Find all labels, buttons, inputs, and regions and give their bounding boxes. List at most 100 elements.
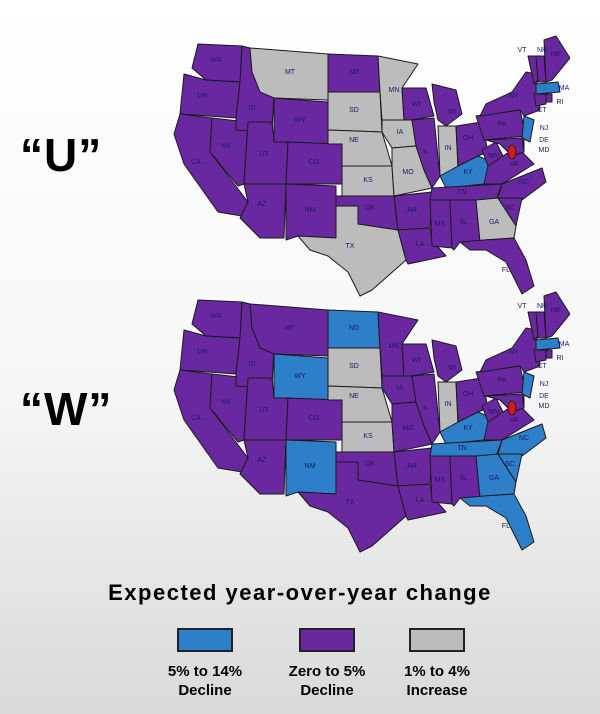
state-label-ok: OK: [365, 461, 375, 468]
state-label-wv: WV: [488, 153, 500, 160]
state-label-tn: TN: [457, 445, 466, 452]
state-label-sd: SD: [349, 107, 359, 114]
state-label-ma: MA: [559, 341, 570, 348]
state-label-al: AL: [460, 219, 469, 226]
state-label-nh: NH: [537, 47, 547, 54]
legend-swatch-gray: [409, 628, 465, 652]
state-label-md: MD: [539, 147, 550, 154]
state-label-or: OR: [197, 349, 208, 356]
state-label-mo: MO: [402, 169, 414, 176]
state-label-nh: NH: [537, 303, 547, 310]
state-label-tx: TX: [346, 499, 355, 506]
state-label-il: IL: [423, 405, 429, 412]
state-label-ms: MS: [435, 477, 446, 484]
state-label-va: VA: [510, 417, 519, 424]
state-label-ny: NY: [509, 349, 519, 356]
state-label-sd: SD: [349, 363, 359, 370]
state-nc: [497, 423, 547, 457]
state-label-mt: MT: [285, 69, 296, 76]
state-label-de: DE: [539, 393, 549, 400]
state-label-oh: OH: [463, 391, 474, 398]
state-sc: [497, 197, 523, 227]
state-la: [397, 227, 447, 265]
state-label-ny: NY: [509, 93, 519, 100]
state-label-de: DE: [539, 137, 549, 144]
legend-label-line1: 1% to 4%: [404, 663, 470, 680]
state-az: [239, 183, 287, 239]
state-label-fl: FL: [502, 523, 510, 530]
state-az: [239, 439, 287, 495]
legend-label-line2: Increase: [406, 682, 468, 699]
legend-label-line2: Decline: [178, 682, 232, 699]
dc-marker: [507, 400, 517, 416]
state-me: [543, 291, 570, 339]
state-label-nc: NC: [519, 435, 529, 442]
state-label-la: LA: [416, 497, 425, 504]
state-label-wa: WA: [210, 313, 221, 320]
state-label-nd: ND: [349, 325, 359, 332]
state-label-id: ID: [249, 105, 256, 112]
state-wi: [401, 87, 435, 121]
state-mi: [431, 83, 463, 127]
state-wi: [401, 343, 435, 377]
state-label-id: ID: [249, 361, 256, 368]
scenario-w-label: “W”: [20, 383, 113, 435]
state-ri: [545, 93, 553, 103]
state-label-ct: CT: [537, 107, 547, 114]
legend-label-line1: Zero to 5%: [288, 663, 366, 680]
state-label-md: MD: [539, 403, 550, 410]
state-label-ks: KS: [363, 433, 373, 440]
state-tx: [297, 461, 407, 553]
state-ct: [533, 93, 547, 107]
state-label-mn: MN: [389, 343, 400, 350]
state-label-ri: RI: [557, 99, 564, 106]
state-label-ga: GA: [489, 475, 499, 482]
legend-swatch-blue: [177, 628, 233, 652]
state-label-nv: NV: [221, 143, 231, 150]
state-va: [483, 403, 535, 441]
state-mi: [431, 339, 463, 383]
state-label-ks: KS: [363, 177, 373, 184]
state-fl: [459, 237, 535, 295]
legend-item-decline-large: 5% to 14% Decline: [140, 628, 270, 700]
state-nj: [521, 115, 535, 143]
state-label-wy: WY: [294, 373, 306, 380]
state-ma: [535, 81, 561, 95]
state-label-nc: NC: [519, 179, 529, 186]
state-label-vt: VT: [518, 47, 528, 54]
legend-label-line1: 5% to 14%: [167, 663, 243, 680]
state-nc: [497, 167, 547, 201]
state-label-ne: NE: [349, 137, 359, 144]
state-label-mo: MO: [402, 425, 414, 432]
state-label-in: IN: [445, 401, 452, 408]
state-label-mi: MI: [448, 109, 456, 116]
state-label-ne: NE: [349, 393, 359, 400]
state-sc: [497, 453, 523, 483]
state-label-ar: AR: [407, 463, 417, 470]
legend-item-increase: 1% to 4% Increase: [372, 628, 502, 700]
state-label-co: CO: [309, 159, 320, 166]
state-label-wi: WI: [412, 357, 421, 364]
state-label-nd: ND: [349, 69, 359, 76]
state-me: [543, 35, 570, 83]
state-label-oh: OH: [463, 135, 474, 142]
state-ri: [545, 349, 553, 359]
state-label-ri: RI: [557, 355, 564, 362]
legend-item-decline-small: Zero to 5% Decline: [262, 628, 392, 700]
scenario-u-label: “U”: [20, 129, 103, 181]
state-ct: [533, 349, 547, 363]
dc-marker: [507, 144, 517, 160]
state-label-la: LA: [416, 241, 425, 248]
state-label-va: VA: [510, 161, 519, 168]
state-label-vt: VT: [518, 303, 528, 310]
state-tx: [297, 205, 407, 297]
state-label-nv: NV: [221, 399, 231, 406]
state-label-in: IN: [445, 145, 452, 152]
state-label-ms: MS: [435, 221, 446, 228]
state-label-mt: MT: [285, 325, 296, 332]
legend-swatch-purple: [299, 628, 355, 652]
state-label-co: CO: [309, 415, 320, 422]
state-label-ct: CT: [537, 363, 547, 370]
state-label-nm: NM: [305, 207, 316, 214]
state-label-ga: GA: [489, 219, 499, 226]
